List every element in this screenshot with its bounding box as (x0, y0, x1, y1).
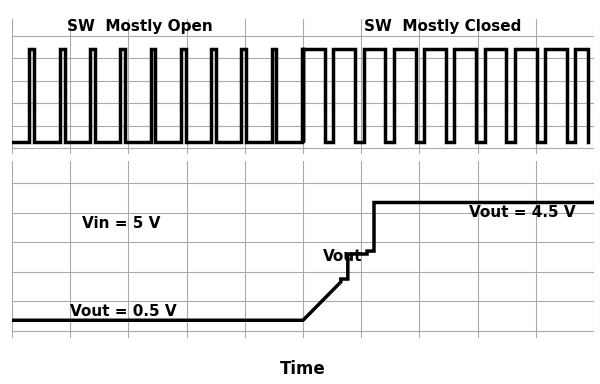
Text: Time: Time (280, 360, 326, 378)
Text: Vout = 4.5 V: Vout = 4.5 V (469, 205, 575, 220)
Text: Vin = 5 V: Vin = 5 V (82, 215, 160, 231)
Text: Vout: Vout (323, 250, 363, 265)
Text: SW  Mostly Open: SW Mostly Open (67, 19, 213, 34)
Text: SW  Mostly Closed: SW Mostly Closed (364, 19, 521, 34)
Text: Vout = 0.5 V: Vout = 0.5 V (70, 304, 177, 319)
